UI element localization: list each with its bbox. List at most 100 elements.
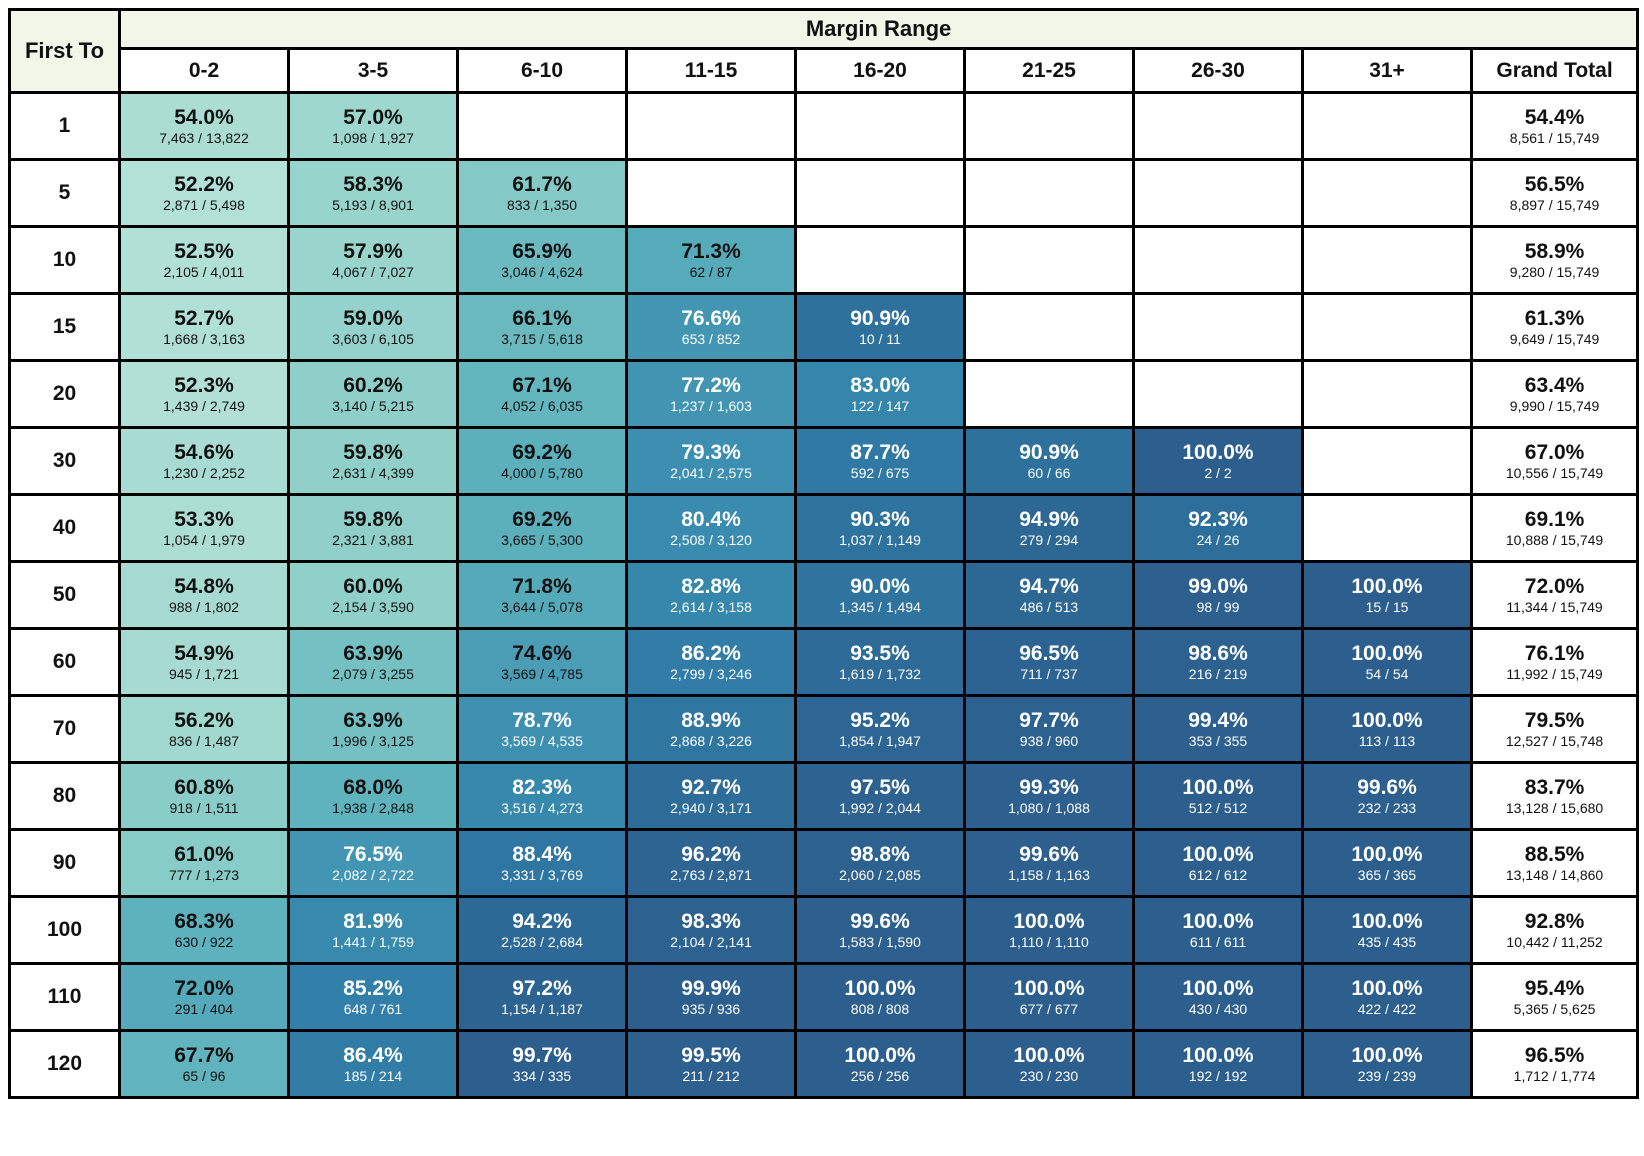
cell-percent: 85.2% [343, 976, 403, 1000]
heatmap-cell: 58.3% 5,193 / 8,901 [287, 158, 459, 228]
cell-fraction: 648 / 761 [343, 1000, 403, 1017]
cell-percent: 100.0% [1351, 909, 1423, 933]
cell-percent: 57.0% [343, 105, 403, 129]
grand-total-cell: 79.5% 12,527 / 15,748 [1469, 694, 1640, 764]
heatmap-cell: 90.0% 1,345 / 1,494 [794, 560, 966, 630]
grand-total-percent: 95.4% [1524, 976, 1585, 1000]
column-dimension-header: Margin Range [117, 8, 1640, 50]
cell-fraction: 2,154 / 3,590 [332, 598, 414, 615]
table-row: 30 54.6% 1,230 / 2,252 59.8% 2,631 / 4,399 69… [8, 426, 1640, 496]
table-row: 80 60.8% 918 / 1,511 68.0% 1,938 / 2,848 82.3… [8, 761, 1640, 831]
cell-fraction: 1,037 / 1,149 [839, 531, 921, 548]
empty-cell [794, 225, 966, 295]
heatmap-cell: 57.0% 1,098 / 1,927 [287, 91, 459, 161]
cell-fraction: 611 / 611 [1189, 933, 1247, 950]
cell-percent: 56.2% [174, 708, 234, 732]
cell-fraction: 2,082 / 2,722 [332, 866, 414, 883]
heatmap-cell: 94.7% 486 / 513 [963, 560, 1135, 630]
cell-fraction: 918 / 1,511 [169, 799, 239, 816]
heatmap-cell: 52.5% 2,105 / 4,011 [118, 225, 290, 295]
heatmap-cell: 98.6% 216 / 219 [1132, 627, 1304, 697]
cell-percent: 63.9% [343, 641, 403, 665]
cell-fraction: 2,631 / 4,399 [332, 464, 414, 481]
heatmap-cell: 69.2% 3,665 / 5,300 [456, 493, 628, 563]
cell-fraction: 2,614 / 3,158 [670, 598, 752, 615]
cell-percent: 74.6% [512, 641, 572, 665]
cell-percent: 78.7% [512, 708, 572, 732]
cell-fraction: 4,052 / 6,035 [501, 397, 583, 414]
cell-percent: 77.2% [681, 373, 741, 397]
heatmap-cell: 61.7% 833 / 1,350 [456, 158, 628, 228]
cell-fraction: 15 / 15 [1365, 598, 1409, 615]
heatmap-cell: 67.7% 65 / 96 [118, 1029, 290, 1099]
cell-fraction: 230 / 230 [1019, 1067, 1079, 1084]
grand-total-percent: 79.5% [1524, 708, 1585, 732]
cell-fraction: 1,110 / 1,110 [1009, 933, 1089, 950]
cell-fraction: 833 / 1,350 [506, 196, 578, 213]
empty-cell [1132, 158, 1304, 228]
grand-total-fraction: 9,649 / 15,749 [1509, 330, 1600, 347]
grand-total-fraction: 13,148 / 14,860 [1505, 866, 1604, 883]
cell-fraction: 334 / 335 [512, 1067, 572, 1084]
cell-fraction: 60 / 66 [1027, 464, 1071, 481]
grand-total-cell: 56.5% 8,897 / 15,749 [1469, 158, 1640, 228]
cell-fraction: 1,996 / 3,125 [332, 732, 414, 749]
heatmap-cell: 60.0% 2,154 / 3,590 [287, 560, 459, 630]
empty-cell [1301, 493, 1473, 563]
heatmap-cell: 88.4% 3,331 / 3,769 [456, 828, 628, 898]
cell-fraction: 98 / 99 [1196, 598, 1240, 615]
table-row: 100 68.3% 630 / 922 81.9% 1,441 / 1,759 94.2%… [8, 895, 1640, 965]
cell-fraction: 435 / 435 [1357, 933, 1417, 950]
heatmap-cell: 99.6% 1,583 / 1,590 [794, 895, 966, 965]
cell-fraction: 5,193 / 8,901 [332, 196, 414, 213]
cell-percent: 58.3% [343, 172, 403, 196]
cell-fraction: 279 / 294 [1019, 531, 1079, 548]
cell-fraction: 2,508 / 3,120 [670, 531, 752, 548]
cell-percent: 93.5% [850, 641, 910, 665]
cell-percent: 100.0% [1351, 976, 1423, 1000]
cell-percent: 65.9% [512, 239, 572, 263]
grand-total-fraction: 8,561 / 15,749 [1509, 129, 1600, 146]
cell-percent: 97.7% [1019, 708, 1079, 732]
table-row: 50 54.8% 988 / 1,802 60.0% 2,154 / 3,590 71.8… [8, 560, 1640, 630]
heatmap-cell: 53.3% 1,054 / 1,979 [118, 493, 290, 563]
grand-total-cell: 96.5% 1,712 / 1,774 [1469, 1029, 1640, 1099]
margin-range-column-header: 26-30 [1132, 47, 1304, 94]
cell-fraction: 113 / 113 [1358, 732, 1416, 749]
cell-fraction: 1,854 / 1,947 [839, 732, 921, 749]
heatmap-cell: 54.0% 7,463 / 13,822 [118, 91, 290, 161]
heatmap-cell: 100.0% 2 / 2 [1132, 426, 1304, 496]
cell-percent: 99.6% [850, 909, 910, 933]
heatmap-cell: 100.0% 365 / 365 [1301, 828, 1473, 898]
heatmap-cell: 81.9% 1,441 / 1,759 [287, 895, 459, 965]
grand-total-fraction: 11,992 / 15,749 [1506, 665, 1603, 682]
cell-fraction: 2,079 / 3,255 [332, 665, 414, 682]
heatmap-cell: 71.8% 3,644 / 5,078 [456, 560, 628, 630]
heatmap-cell: 54.9% 945 / 1,721 [118, 627, 290, 697]
cell-percent: 98.3% [681, 909, 741, 933]
empty-cell [1132, 91, 1304, 161]
cell-percent: 87.7% [850, 440, 910, 464]
grand-total-cell: 76.1% 11,992 / 15,749 [1469, 627, 1640, 697]
cell-percent: 94.9% [1019, 507, 1079, 531]
heatmap-cell: 56.2% 836 / 1,487 [118, 694, 290, 764]
heatmap-cell: 100.0% 677 / 677 [963, 962, 1135, 1032]
heatmap-cell: 82.8% 2,614 / 3,158 [625, 560, 797, 630]
cell-fraction: 4,067 / 7,027 [332, 263, 414, 280]
cell-percent: 99.0% [1188, 574, 1248, 598]
margin-range-column-header: 21-25 [963, 47, 1135, 94]
heatmap-cell: 99.7% 334 / 335 [456, 1029, 628, 1099]
cell-fraction: 7,463 / 13,822 [159, 129, 249, 146]
cell-fraction: 612 / 612 [1188, 866, 1248, 883]
heatmap-cell: 76.5% 2,082 / 2,722 [287, 828, 459, 898]
cell-fraction: 2,105 / 4,011 [163, 263, 245, 280]
cell-percent: 100.0% [1351, 842, 1423, 866]
cell-fraction: 486 / 513 [1019, 598, 1079, 615]
cell-fraction: 24 / 26 [1196, 531, 1240, 548]
cell-fraction: 3,046 / 4,624 [501, 263, 583, 280]
heatmap-cell: 80.4% 2,508 / 3,120 [625, 493, 797, 563]
heatmap-cell: 63.9% 2,079 / 3,255 [287, 627, 459, 697]
row-label: 120 [8, 1029, 121, 1099]
cell-percent: 54.9% [174, 641, 234, 665]
grand-total-percent: 63.4% [1524, 373, 1585, 397]
